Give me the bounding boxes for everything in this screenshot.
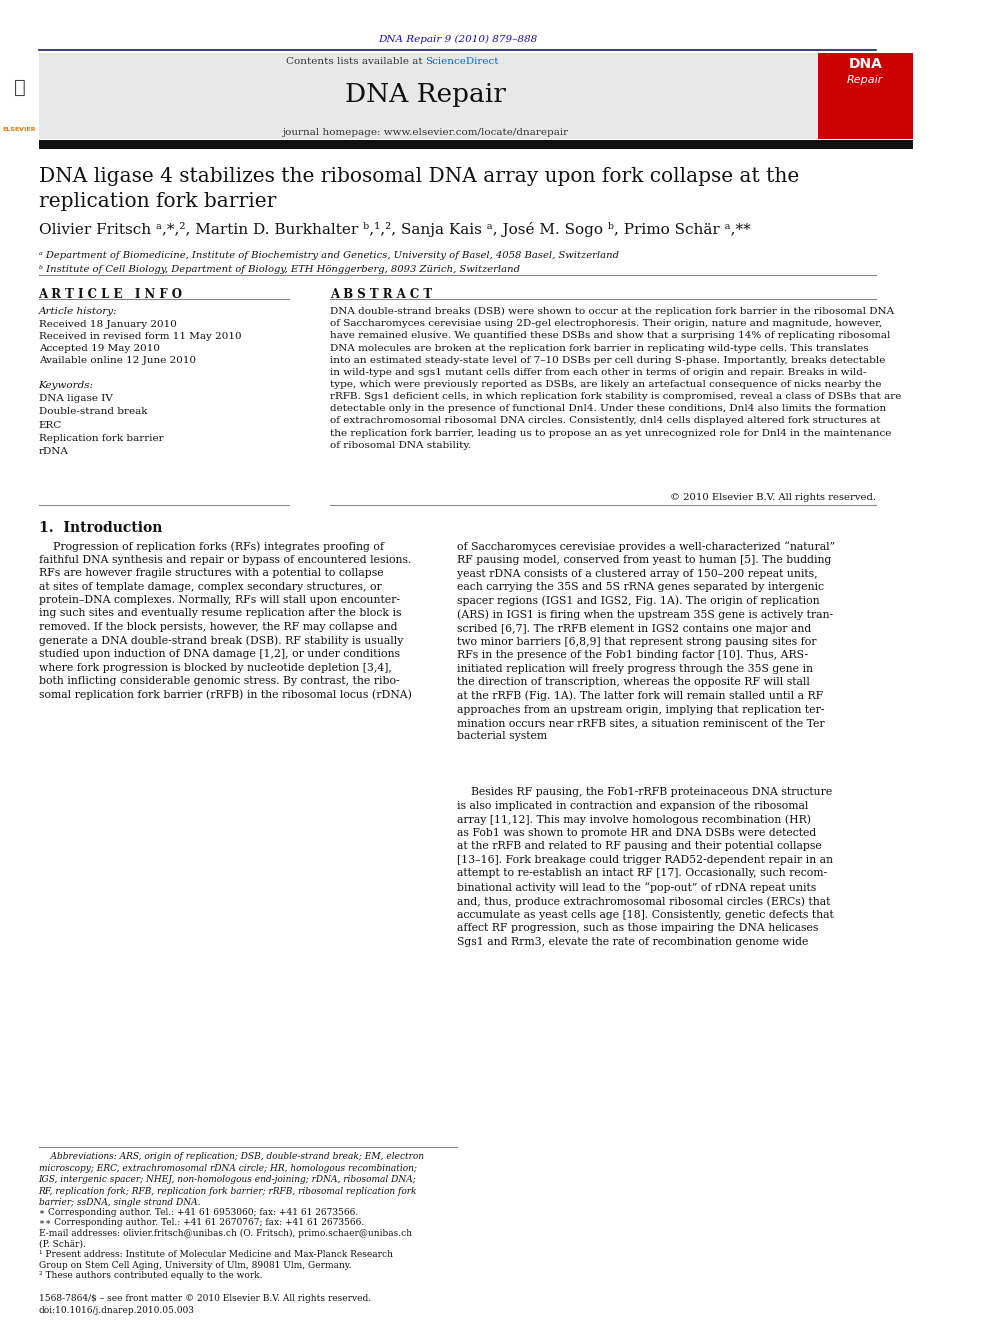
Text: ERC: ERC (39, 421, 62, 430)
Text: Olivier Fritsch ᵃ,*,², Martin D. Burkhalter ᵇ,¹,², Sanja Kais ᵃ, José M. Sogo ᵇ,: Olivier Fritsch ᵃ,*,², Martin D. Burkhal… (39, 222, 750, 237)
Text: Received 18 January 2010: Received 18 January 2010 (39, 320, 177, 329)
Text: DNA Repair 9 (2010) 879–888: DNA Repair 9 (2010) 879–888 (378, 34, 537, 44)
Text: ᵇ Institute of Cell Biology, Department of Biology, ETH Hönggerberg, 8093 Zürich: ᵇ Institute of Cell Biology, Department … (39, 265, 520, 274)
Text: Repair: Repair (847, 75, 884, 86)
Text: Contents lists available at: Contents lists available at (286, 57, 426, 66)
Text: ᵃ Department of Biomedicine, Institute of Biochemistry and Genetics, University : ᵃ Department of Biomedicine, Institute o… (39, 251, 619, 261)
Text: ¹ Present address: Institute of Molecular Medicine and Max-Planck Research: ¹ Present address: Institute of Molecula… (39, 1250, 393, 1259)
Text: ∗∗ Corresponding author. Tel.: +41 61 2670767; fax: +41 61 2673566.: ∗∗ Corresponding author. Tel.: +41 61 26… (39, 1218, 364, 1228)
Text: DNA Repair: DNA Repair (345, 82, 506, 107)
Text: DNA ligase IV: DNA ligase IV (39, 394, 112, 404)
Text: Available online 12 June 2010: Available online 12 June 2010 (39, 356, 195, 365)
Text: Received in revised form 11 May 2010: Received in revised form 11 May 2010 (39, 332, 241, 341)
Bar (818, 53, 913, 139)
Text: Abbreviations: ARS, origin of replication; DSB, double-strand break; EM, electro: Abbreviations: ARS, origin of replicatio… (39, 1152, 424, 1207)
Text: Replication fork barrier: Replication fork barrier (39, 434, 164, 443)
Text: A R T I C L E   I N F O: A R T I C L E I N F O (39, 288, 183, 302)
Text: journal homepage: www.elsevier.com/locate/dnarepair: journal homepage: www.elsevier.com/locat… (283, 128, 568, 138)
Bar (39, 53, 817, 139)
Text: ∗ Corresponding author. Tel.: +41 61 6953060; fax: +41 61 2673566.: ∗ Corresponding author. Tel.: +41 61 695… (39, 1208, 358, 1217)
Text: 1.  Introduction: 1. Introduction (39, 521, 162, 536)
Text: 🌲: 🌲 (14, 78, 26, 97)
Text: Group on Stem Cell Aging, University of Ulm, 89081 Ulm, Germany.: Group on Stem Cell Aging, University of … (39, 1261, 351, 1270)
Text: rDNA: rDNA (39, 447, 68, 456)
Text: A B S T R A C T: A B S T R A C T (330, 288, 433, 302)
Text: (P. Schär).: (P. Schär). (39, 1240, 85, 1249)
Text: 1568-7864/$ – see front matter © 2010 Elsevier B.V. All rights reserved.: 1568-7864/$ – see front matter © 2010 El… (39, 1294, 371, 1303)
Text: ELSEVIER: ELSEVIER (3, 127, 36, 132)
Text: E-mail addresses: olivier.fritsch@unibas.ch (O. Fritsch), primo.schaer@unibas.ch: E-mail addresses: olivier.fritsch@unibas… (39, 1229, 412, 1238)
Text: Keywords:: Keywords: (39, 381, 93, 390)
Text: DNA double-strand breaks (DSB) were shown to occur at the replication fork barri: DNA double-strand breaks (DSB) were show… (330, 307, 902, 450)
Text: © 2010 Elsevier B.V. All rights reserved.: © 2010 Elsevier B.V. All rights reserved… (671, 493, 876, 503)
Text: doi:10.1016/j.dnarep.2010.05.003: doi:10.1016/j.dnarep.2010.05.003 (39, 1306, 194, 1315)
Text: ² These authors contributed equally to the work.: ² These authors contributed equally to t… (39, 1271, 262, 1281)
Text: Double-strand break: Double-strand break (39, 407, 147, 417)
Text: ScienceDirect: ScienceDirect (426, 57, 499, 66)
Text: Accepted 19 May 2010: Accepted 19 May 2010 (39, 344, 160, 353)
Bar (2, 53, 37, 139)
Text: DNA: DNA (848, 57, 882, 71)
Text: Besides RF pausing, the Fob1-rRFB proteinaceous DNA structure
is also implicated: Besides RF pausing, the Fob1-rRFB protei… (457, 787, 834, 947)
Text: Progression of replication forks (RFs) integrates proofing of
faithful DNA synth: Progression of replication forks (RFs) i… (39, 541, 412, 700)
Text: of Saccharomyces cerevisiae provides a well-characterized “natural”
RF pausing m: of Saccharomyces cerevisiae provides a w… (457, 541, 835, 741)
Text: DNA ligase 4 stabilizes the ribosomal DNA array upon fork collapse at the
replic: DNA ligase 4 stabilizes the ribosomal DN… (39, 167, 799, 210)
Bar (39, 140, 913, 149)
Text: Article history:: Article history: (39, 307, 117, 316)
